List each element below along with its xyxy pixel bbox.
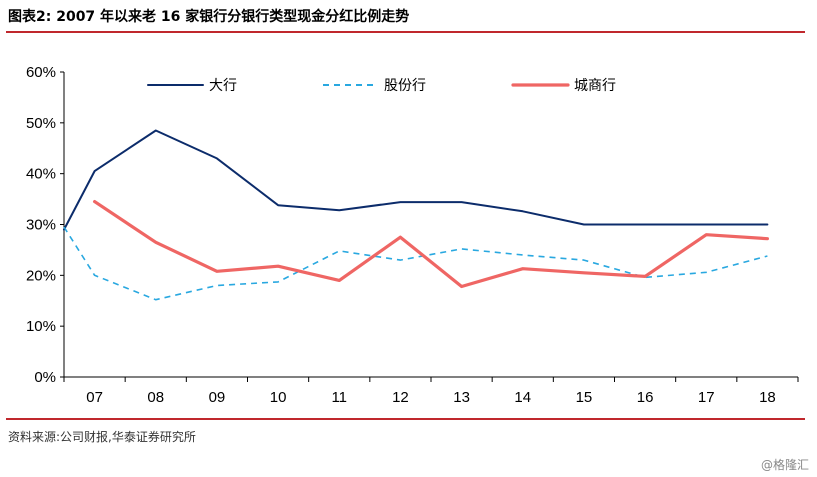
y-axis-ticks: 0% 10% 20% 30% 40% 50% 60% <box>26 64 64 386</box>
series-line-0 <box>63 129 769 231</box>
source-note: 资料来源:公司财报,华泰证券研究所 <box>8 430 196 444</box>
x-tick-label: 12 <box>392 389 409 406</box>
series-line-2 <box>92 200 770 289</box>
x-tick-label: 17 <box>698 389 715 406</box>
x-tick-label: 14 <box>514 389 531 406</box>
legend: 大行 股份行 城商行 <box>147 78 616 94</box>
x-tick-label: 13 <box>453 389 470 406</box>
y-tick-label: 0% <box>34 369 56 386</box>
chart-title: 图表2: 2007 年以来老 16 家银行分银行类型现金分红比例走势 <box>8 9 410 25</box>
y-tick-label: 40% <box>26 166 56 183</box>
legend-label-2: 城商行 <box>574 78 616 94</box>
y-tick-label: 10% <box>26 318 56 335</box>
legend-label-1: 股份行 <box>384 78 426 94</box>
y-tick-label: 50% <box>26 115 56 132</box>
x-axis-ticks: 07 08 09 10 11 12 13 14 15 16 17 18 <box>63 377 799 406</box>
top-divider <box>6 31 805 33</box>
x-tick-label: 15 <box>576 389 593 406</box>
x-tick-label: 07 <box>86 389 103 406</box>
y-tick-label: 20% <box>26 267 56 284</box>
bottom-divider <box>6 418 805 420</box>
y-tick-label: 60% <box>26 64 56 81</box>
watermark: @格隆汇 <box>760 458 809 472</box>
series-lines <box>63 129 770 301</box>
x-tick-label: 18 <box>759 389 776 406</box>
x-tick-label: 10 <box>270 389 287 406</box>
x-tick-label: 11 <box>331 389 347 406</box>
x-tick-label: 16 <box>637 389 654 406</box>
x-tick-label: 09 <box>209 389 226 406</box>
x-tick-label: 08 <box>147 389 164 406</box>
y-tick-label: 30% <box>26 217 56 234</box>
series-line-1 <box>63 226 768 301</box>
legend-label-0: 大行 <box>209 78 237 94</box>
